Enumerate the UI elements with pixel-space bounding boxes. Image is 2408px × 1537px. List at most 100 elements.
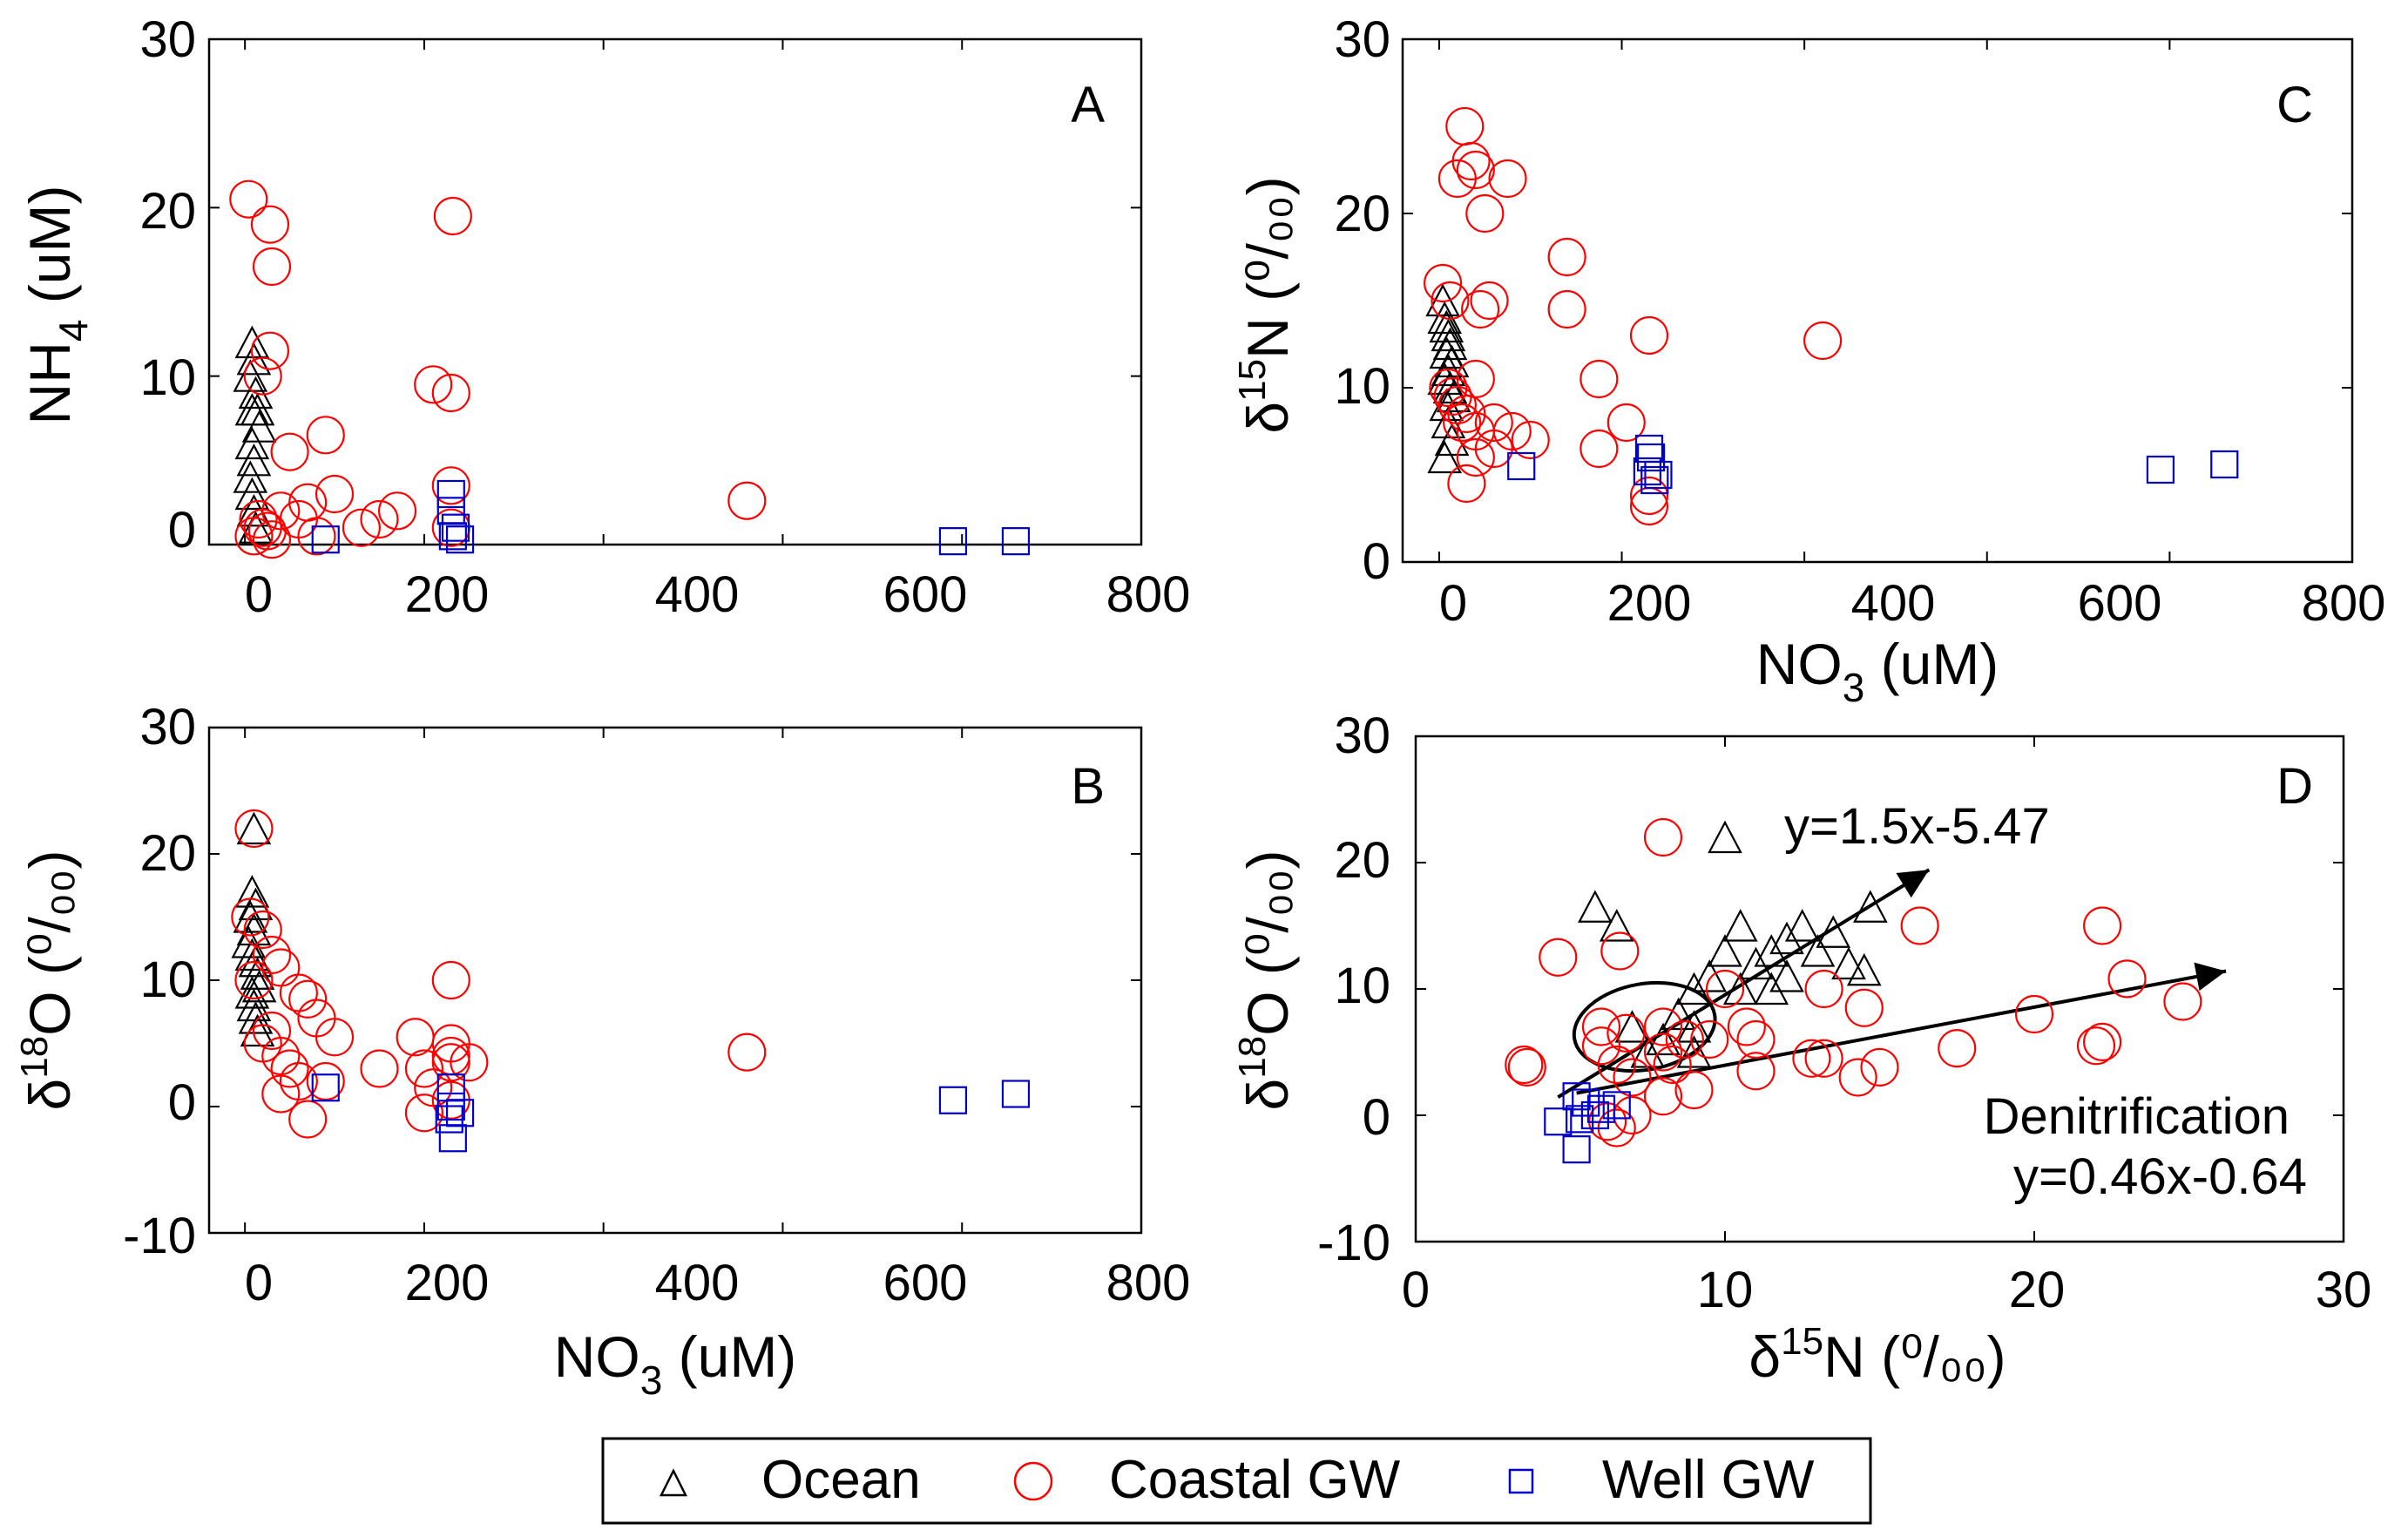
regression-arrowhead-2 [2194, 962, 2227, 992]
coastal-gw-point [1451, 141, 1491, 181]
coastal-gw-point [1437, 385, 1477, 425]
ocean-point [1708, 820, 1742, 854]
panel-C-x-tick-0: 0 [1439, 575, 1467, 632]
panel-C-y-label-main: δ [1235, 402, 1300, 434]
panel-C-frame [1401, 37, 2354, 564]
legend-coastal-label: Coastal GW [1109, 1450, 1401, 1510]
ocean-point [1831, 946, 1866, 980]
ocean-point [1853, 890, 1888, 923]
legend-coastal-marker [1013, 1461, 1053, 1501]
coastal-gw-point [2076, 1026, 2116, 1066]
panel-D-y-label-tail: O [1235, 991, 1300, 1035]
coastal-gw-point [1600, 931, 1640, 971]
coastal-gw-point [250, 331, 290, 370]
panel-B-y-tick-30: 30 [139, 699, 196, 755]
coastal-gw-point [1804, 1039, 1843, 1078]
coastal-gw-point [315, 474, 355, 514]
coastal-gw-point [250, 205, 290, 244]
coastal-gw-point [288, 483, 328, 522]
ocean-point [1661, 997, 1696, 1031]
coastal-gw-point [1674, 1070, 1714, 1110]
coastal-gw-point [1511, 420, 1550, 460]
coastal-gw-point [1736, 1019, 1776, 1060]
panel-D-y-axis-label: δ18O (⁰/₀₀) [1231, 850, 1300, 1111]
panel-B-y-label-tail: O [17, 991, 82, 1035]
coastal-gw-point [1860, 1047, 1899, 1087]
coastal-gw-point [1643, 817, 1683, 857]
well-gw-point [438, 1124, 467, 1153]
cluster-ellipse [1572, 980, 1717, 1073]
coastal-gw-point [1507, 1047, 1546, 1087]
coastal-gw-point [279, 973, 318, 1012]
panel-B-y-axis-label: δ18O (⁰/₀₀) [13, 850, 82, 1111]
ocean-point [233, 359, 268, 392]
well-gw-point [436, 479, 465, 509]
panel-D-y-label-sup: 18 [1231, 1036, 1274, 1079]
coastal-gw-point [1579, 429, 1619, 469]
coastal-gw-point [1429, 368, 1468, 408]
panel-B-x-tick-600: 600 [883, 1255, 968, 1311]
panel-A-y-tick-labels: 0 10 20 30 [139, 11, 196, 559]
ocean-point [236, 811, 272, 845]
panel-B-x-label-sub: 3 [640, 1358, 663, 1403]
coastal-gw-point [1579, 359, 1619, 399]
coastal-gw-point [1665, 1019, 1704, 1060]
coastal-gw-point [1606, 1013, 1646, 1053]
coastal-gw-point [2107, 959, 2147, 999]
coastal-gw-point [1470, 281, 1509, 321]
well-gw-point [438, 522, 467, 551]
ocean-point [234, 477, 270, 511]
coastal-gw-point [1844, 988, 1884, 1027]
coastal-gw-point [1643, 1033, 1683, 1072]
coastal-gw-point [288, 979, 328, 1019]
ocean-point [234, 426, 270, 460]
ocean-point [234, 976, 270, 1009]
panel-D-x-label-main: δ [1749, 1324, 1781, 1389]
panel-A-letter: A [1071, 77, 1105, 133]
panel-C-plot [1401, 37, 2354, 564]
legend-well-label: Well GW [1602, 1450, 1815, 1510]
coastal-gw-point [234, 809, 274, 849]
panel-B-x-tick-200: 200 [405, 1255, 490, 1311]
coastal-gw-point [1705, 969, 1745, 1009]
coastal-gw-point [1629, 476, 1669, 516]
panel-B-y-label-main: δ [17, 1079, 82, 1111]
panel-C-x-tick-400: 400 [1851, 575, 1936, 632]
ocean-point [236, 443, 272, 477]
panel-B-x-tick-400: 400 [655, 1255, 740, 1311]
panel-D-letter: D [2276, 758, 2313, 815]
panel-D-x-label-unit: (⁰/₀₀) [1865, 1324, 2006, 1389]
panel-C-x-tick-labels: 0 200 400 600 800 [1439, 575, 2386, 632]
panel-B-y-tick-labels: -10 0 10 20 30 [123, 699, 196, 1264]
panel-C-y-label-sup: 15 [1231, 359, 1274, 402]
coastal-gw-point [360, 499, 399, 539]
panel-C-y-tick-labels: 0 10 20 30 [1334, 11, 1390, 590]
ocean-point [236, 988, 272, 1022]
panel-D-y-tick-20: 20 [1334, 832, 1390, 889]
well-gw-point [1544, 1107, 1573, 1136]
panel-B-y-label-sup: 18 [13, 1036, 56, 1079]
coastal-gw-point [1727, 1007, 1766, 1046]
panel-C-y-tick-0: 0 [1363, 533, 1390, 590]
panel-A-x-tick-800: 800 [1106, 566, 1191, 623]
coastal-gw-point [1539, 938, 1578, 977]
ocean-point [1800, 934, 1836, 967]
coastal-gw-point [1443, 403, 1482, 443]
panel-D-lower-equation: y=0.46x-0.64 [2013, 1148, 2307, 1205]
coastal-gw-point [252, 1011, 292, 1051]
coastal-gw-point [1938, 1029, 1977, 1068]
coastal-gw-point [1581, 1026, 1621, 1066]
panel-D-y-tick-labels: -10 0 10 20 30 [1317, 708, 1390, 1271]
panel-A-y-axis-label: NH4 (uM) [17, 186, 96, 425]
coastal-gw-point [360, 1049, 399, 1088]
panel-B: -10 0 10 20 30 0 200 400 600 800 δ18O (⁰… [13, 699, 1190, 1403]
coastal-gw-point [239, 499, 278, 539]
panel-C: 0 10 20 30 0 200 400 600 800 δ15N (⁰/₀₀)… [1231, 11, 2385, 710]
ocean-point [1769, 921, 1804, 955]
ocean-point [1769, 959, 1804, 992]
well-gw-point [311, 1073, 340, 1102]
ocean-point [1722, 972, 1758, 1005]
coastal-gw-point [404, 1094, 444, 1133]
ocean-point [1692, 959, 1728, 992]
coastal-gw-point [431, 466, 470, 505]
